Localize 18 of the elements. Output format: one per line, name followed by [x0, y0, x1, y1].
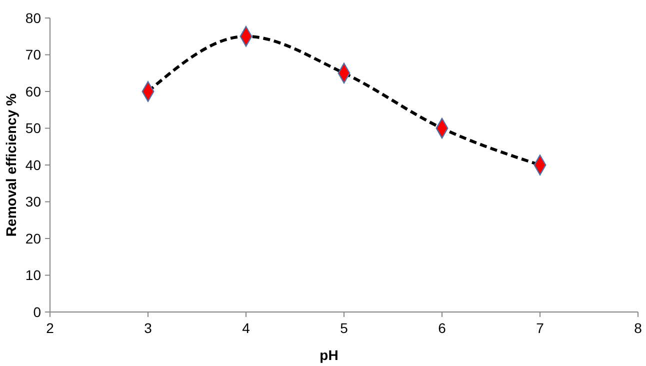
x-axis-title: pH	[320, 347, 338, 363]
x-tick-label: 6	[438, 320, 446, 336]
x-tick-label: 8	[634, 320, 642, 336]
y-tick-label: 50	[25, 120, 42, 136]
y-tick-label: 10	[25, 267, 42, 284]
x-tick-label: 2	[46, 320, 54, 336]
y-tick-label: 20	[25, 230, 42, 246]
x-tick-label: 5	[340, 320, 348, 336]
x-tick-label: 7	[536, 320, 544, 336]
y-tick-label: 40	[25, 156, 42, 173]
y-tick-label: 0	[33, 304, 42, 320]
y-tick-label: 80	[25, 10, 42, 26]
y-tick-label: 70	[25, 46, 42, 63]
y-tick-label: 30	[25, 194, 42, 210]
x-tick-label: 3	[144, 320, 152, 336]
y-axis-title: Removal efficiency %	[3, 92, 19, 237]
x-tick-label: 4	[242, 320, 250, 336]
y-tick-label: 60	[25, 83, 42, 100]
